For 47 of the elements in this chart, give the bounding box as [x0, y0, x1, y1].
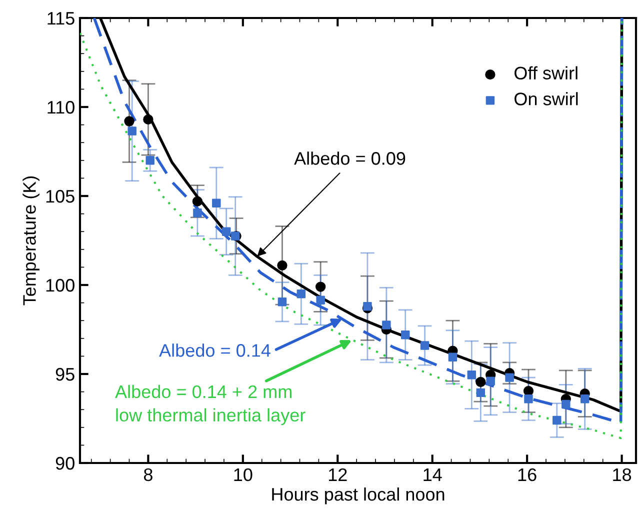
y-tick-label: 105	[46, 190, 74, 203]
annotation: Albedo = 0.14 + 2 mm low thermal inertia layer	[115, 384, 306, 426]
point	[486, 376, 495, 386]
y-tick-label: 110	[48, 100, 74, 114]
point	[143, 114, 154, 125]
point	[448, 352, 458, 362]
point	[523, 386, 534, 396]
point	[420, 341, 430, 350]
point	[316, 296, 325, 304]
point	[580, 394, 590, 404]
point	[193, 208, 202, 218]
point	[146, 156, 154, 165]
point	[124, 116, 134, 126]
point	[192, 196, 203, 206]
point	[363, 302, 372, 311]
legend-label: Off swirl	[514, 66, 578, 80]
point	[212, 198, 221, 208]
annotation: Albedo = 0.09	[294, 152, 406, 165]
x-tick-label: 14	[424, 468, 442, 481]
annotation: Albedo = 0.14	[159, 344, 270, 357]
y-tick-label: 115	[48, 12, 74, 25]
point	[505, 373, 514, 382]
x-tick-label: 18	[613, 468, 632, 482]
x-axis-title: Hours past local noon	[272, 487, 444, 504]
y-tick-label: 95	[56, 368, 74, 381]
point	[278, 298, 287, 306]
point	[296, 290, 306, 298]
x-tick-label: 12	[328, 468, 347, 481]
point	[128, 126, 136, 136]
point	[316, 282, 326, 292]
point	[222, 227, 231, 236]
point	[476, 388, 486, 398]
x-tick-label: 8	[144, 468, 152, 482]
point	[400, 330, 410, 340]
y-tick-label: 100	[46, 278, 74, 292]
legend-label: On swirl	[514, 92, 578, 106]
x-tick-label: 10	[234, 468, 252, 482]
y-axis-title: Temperature (K)	[22, 176, 40, 306]
point	[524, 394, 533, 404]
y-tick-label: 90	[56, 456, 74, 470]
point	[467, 370, 476, 380]
x-tick-label: 16	[518, 468, 536, 482]
point	[277, 260, 288, 271]
point	[552, 416, 562, 425]
point	[476, 376, 486, 388]
point	[562, 400, 570, 409]
point	[382, 320, 391, 330]
